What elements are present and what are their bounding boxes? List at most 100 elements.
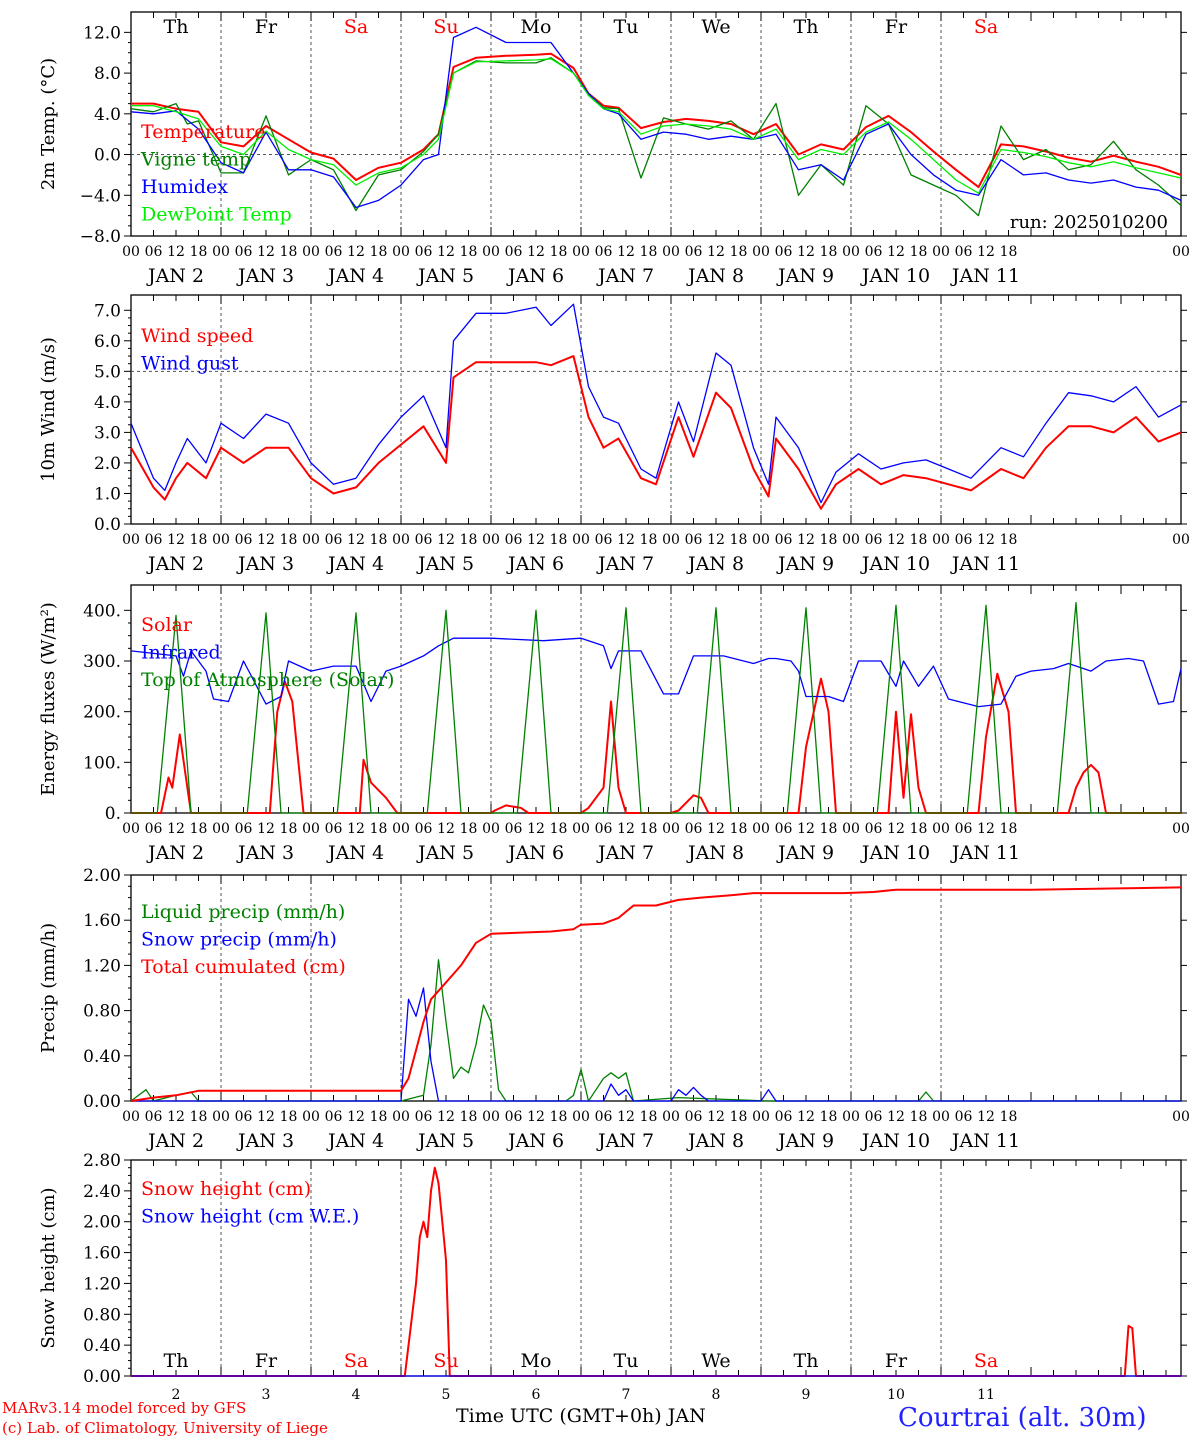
hour-tick-label: 12 — [887, 244, 905, 260]
hour-tick-label: 12 — [707, 244, 725, 260]
hour-tick-label: 18 — [820, 1109, 838, 1125]
hour-tick-label: 12 — [257, 532, 275, 548]
hour-tick-label: 00 — [392, 532, 410, 548]
legend-entry: Wind gust — [141, 353, 239, 375]
date-label: JAN 11 — [950, 1130, 1020, 1152]
hour-tick-label: 18 — [190, 821, 208, 837]
hour-tick-label: 18 — [280, 1109, 298, 1125]
hour-tick-label: 00 — [392, 1109, 410, 1125]
hour-tick-label: 06 — [775, 532, 793, 548]
hour-tick-label: 18 — [1000, 1109, 1018, 1125]
y-tick-label: 0.40 — [83, 1336, 121, 1356]
date-label: JAN 7 — [596, 1130, 654, 1152]
hour-tick-label: 18 — [820, 244, 838, 260]
y-tick-label: 1.0 — [94, 484, 121, 504]
hour-tick-label: 06 — [955, 1109, 973, 1125]
hour-tick-label: 00 — [122, 532, 140, 548]
date-label: JAN 7 — [596, 265, 654, 287]
date-label: JAN 6 — [506, 265, 564, 287]
hour-tick-label: 12 — [707, 821, 725, 837]
hour-tick-label: 06 — [865, 244, 883, 260]
hour-tick-label: 00 — [482, 244, 500, 260]
hour-tick-label: 18 — [640, 244, 658, 260]
date-label: JAN 9 — [776, 265, 834, 287]
hour-tick-label: 06 — [325, 532, 343, 548]
hour-tick-label: 06 — [505, 532, 523, 548]
hour-tick-label: 18 — [820, 821, 838, 837]
day-of-week-label: Sa — [344, 16, 368, 38]
hour-tick-label: 06 — [415, 1109, 433, 1125]
y-tick-label: 0.0 — [94, 515, 121, 535]
hour-tick-label: 12 — [887, 821, 905, 837]
series-line-snow-0 — [131, 1166, 1181, 1377]
hour-tick-label: 00 — [212, 821, 230, 837]
hour-tick-label: 12 — [887, 1109, 905, 1125]
day-of-week-label: Fr — [255, 1350, 278, 1372]
hour-tick-label: 00 — [392, 821, 410, 837]
hour-tick-label: 00 — [392, 244, 410, 260]
date-label: JAN 4 — [326, 265, 384, 287]
legend-entry: Total cumulated (cm) — [141, 956, 346, 978]
hour-tick-label: 06 — [145, 532, 163, 548]
hour-tick-label: 18 — [550, 532, 568, 548]
y-tick-label: 2.40 — [83, 1182, 121, 1202]
hour-tick-label: 06 — [235, 821, 253, 837]
y-tick-label: 0. — [105, 804, 121, 824]
series-line-wind-0 — [130, 355, 1182, 510]
day-of-week-label: Fr — [885, 1350, 908, 1372]
y-tick-label: 0.0 — [94, 146, 121, 166]
hour-tick-label: 00 — [662, 1109, 680, 1125]
hour-tick-label: 18 — [460, 244, 478, 260]
hour-tick-label: 00 — [122, 1109, 140, 1125]
legend-entry: DewPoint Temp — [141, 204, 292, 226]
hour-tick-label: 00 — [932, 244, 950, 260]
hour-tick-label: 06 — [235, 1109, 253, 1125]
date-label: JAN 8 — [686, 553, 744, 575]
hour-tick-label: 06 — [415, 821, 433, 837]
hour-tick-label: 06 — [505, 1109, 523, 1125]
hour-tick-label: 12 — [617, 532, 635, 548]
hour-tick-label: 00 — [122, 821, 140, 837]
series-line-temp-2 — [130, 26, 1182, 209]
hour-tick-label: 00 — [212, 244, 230, 260]
date-label: JAN 6 — [506, 553, 564, 575]
y-tick-label: 1.60 — [83, 1244, 121, 1264]
legend-entry: Liquid precip (mm/h) — [141, 901, 345, 923]
hour-tick-label: 12 — [977, 244, 995, 260]
hour-tick-label: 18 — [460, 821, 478, 837]
day-of-week-label: Mo — [521, 1350, 552, 1372]
hour-tick-label: 00 — [662, 821, 680, 837]
plot-frame — [130, 294, 1182, 525]
plot-frame — [130, 584, 1182, 814]
hour-tick-label: 00 — [302, 244, 320, 260]
hour-tick-label: 00 — [662, 532, 680, 548]
hour-tick-label: 06 — [325, 244, 343, 260]
hour-tick-label: 12 — [167, 244, 185, 260]
hour-tick-label: 12 — [167, 1109, 185, 1125]
hour-tick-label: 00 — [572, 1109, 590, 1125]
day-number-label: 5 — [442, 1387, 451, 1403]
hour-tick-label: 12 — [437, 532, 455, 548]
date-label: JAN 11 — [950, 265, 1020, 287]
hour-tick-label: 00 — [662, 244, 680, 260]
hour-tick-label: 12 — [437, 821, 455, 837]
hour-tick-label: 06 — [685, 532, 703, 548]
date-label: JAN 9 — [776, 553, 834, 575]
date-label: JAN 2 — [146, 842, 204, 864]
day-number-label: 3 — [262, 1387, 271, 1403]
day-number-label: 9 — [802, 1387, 811, 1403]
y-tick-label: 100. — [83, 753, 121, 773]
y-tick-label: 300. — [83, 652, 121, 672]
y-tick-label: 1.60 — [83, 911, 121, 931]
y-axis-label: 2m Temp. (°C) — [38, 58, 59, 190]
hour-tick-label: 18 — [730, 1109, 748, 1125]
date-label: JAN 11 — [950, 553, 1020, 575]
date-label: JAN 8 — [686, 1130, 744, 1152]
hour-tick-label: 12 — [527, 244, 545, 260]
hour-tick-label: 06 — [145, 244, 163, 260]
hour-tick-label: 12 — [617, 821, 635, 837]
hour-tick-label: 18 — [280, 821, 298, 837]
series-line-precip-2 — [130, 886, 1182, 1102]
y-tick-label: −4.0 — [80, 186, 121, 206]
date-label: JAN 3 — [236, 265, 294, 287]
